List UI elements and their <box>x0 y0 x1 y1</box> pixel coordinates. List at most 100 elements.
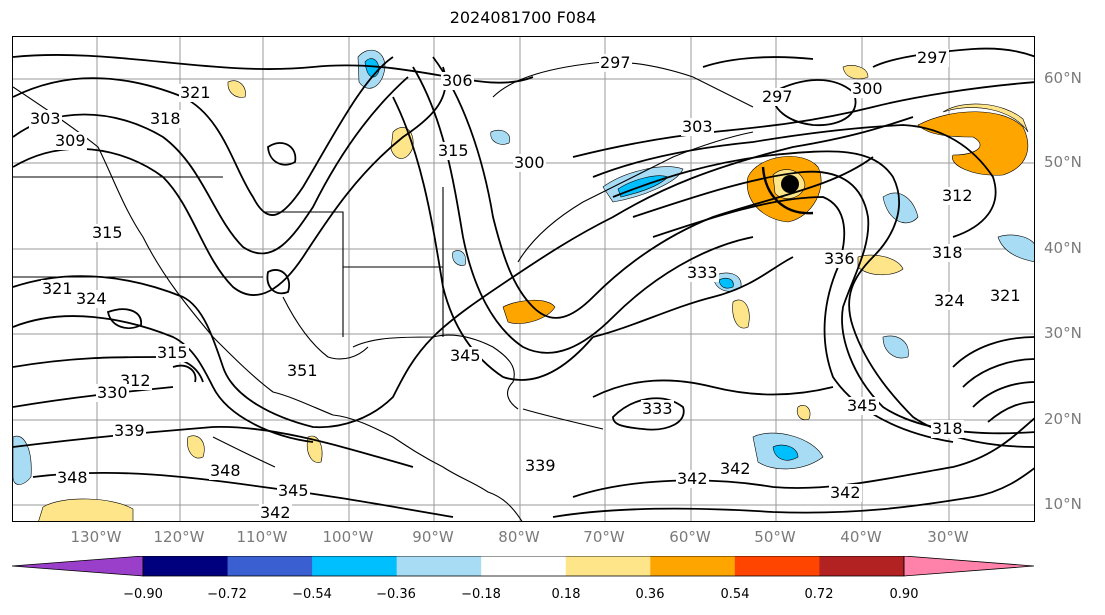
contour-label: 342 <box>719 459 752 478</box>
height-contours <box>13 47 1034 518</box>
contour-label: 297 <box>599 53 632 72</box>
positive-patch <box>942 103 1029 133</box>
contour-label: 348 <box>209 461 242 480</box>
negative-patch <box>772 444 799 461</box>
lon-label: 30°W <box>927 528 969 546</box>
colorbar-tick: 0.36 <box>635 587 665 602</box>
negative-patch <box>718 277 734 289</box>
negative-patch <box>882 335 909 359</box>
contour-label: 303 <box>29 109 62 128</box>
colorbar-tick: 0.18 <box>551 587 581 602</box>
contour-label: 309 <box>54 131 87 150</box>
colorbar-tick: −0.36 <box>376 587 416 602</box>
negative-patch <box>490 129 511 145</box>
map-canvas <box>13 37 1034 521</box>
lon-label: 70°W <box>583 528 625 546</box>
contour-label: 345 <box>846 396 879 415</box>
contour-label: 333 <box>641 399 674 418</box>
contour-label: 315 <box>156 343 189 362</box>
contour-label: 342 <box>829 483 862 502</box>
contour-label: 318 <box>931 419 964 438</box>
contour-label: 339 <box>524 456 557 475</box>
contour-label: 318 <box>149 109 182 128</box>
contour-label: 300 <box>513 153 546 172</box>
positive-patch <box>187 435 205 459</box>
colorbar-outline <box>142 556 905 577</box>
lat-label: 40°N <box>1044 239 1082 257</box>
negative-patch <box>997 234 1034 262</box>
contour-label: 339 <box>113 421 146 440</box>
contour-label: 342 <box>259 503 292 522</box>
colorbar-tick: −0.90 <box>123 587 163 602</box>
colorbar-extend-high <box>903 556 1035 577</box>
colorbar-segment <box>396 556 482 576</box>
colorbar-tick: 0.90 <box>889 587 919 602</box>
storm-center-marker <box>761 166 814 215</box>
lon-label: 90°W <box>412 528 454 546</box>
contour-label: 324 <box>933 291 966 310</box>
lon-label: 50°W <box>754 528 796 546</box>
positive-patch <box>917 111 1029 176</box>
lon-label: 120°W <box>153 528 205 546</box>
positive-patch <box>842 65 869 80</box>
lon-label: 130°W <box>70 528 122 546</box>
negative-patch <box>13 435 32 485</box>
contour-label: 312 <box>941 186 974 205</box>
colorbar-segment <box>227 556 313 576</box>
contour-label: 345 <box>277 481 310 500</box>
lat-label: 30°N <box>1044 324 1082 342</box>
colorbar-tick: 0.72 <box>804 587 834 602</box>
contour-label: 315 <box>91 223 124 242</box>
plot-title: 2024081700 F084 <box>449 8 597 27</box>
contour-label: 324 <box>75 289 108 308</box>
contour-label: 351 <box>286 361 319 380</box>
contour-label: 345 <box>449 346 482 365</box>
contour-label: 315 <box>437 141 470 160</box>
colorbar-tick: −0.72 <box>207 587 247 602</box>
colorbar-segment <box>481 556 567 576</box>
colorbar-extend-low <box>11 556 144 577</box>
contour-label: 330 <box>96 383 129 402</box>
lon-label: 100°W <box>322 528 374 546</box>
positive-patch <box>38 498 134 521</box>
contour-label: 321 <box>989 286 1022 305</box>
contour-label: 318 <box>931 243 964 262</box>
positive-patch <box>502 299 556 324</box>
positive-patch <box>796 405 811 420</box>
lat-label: 60°N <box>1044 69 1082 87</box>
colorbar-segment <box>312 556 398 576</box>
lon-label: 60°W <box>669 528 711 546</box>
colorbar-segment <box>143 556 229 576</box>
contour-label: 300 <box>851 79 884 98</box>
lon-label: 80°W <box>498 528 540 546</box>
colorbar-tick: −0.18 <box>461 587 501 602</box>
lat-label: 10°N <box>1044 495 1082 513</box>
contour-label: 321 <box>41 279 74 298</box>
positive-patch <box>227 80 246 98</box>
lon-label: 110°W <box>236 528 288 546</box>
contour-label: 306 <box>441 71 474 90</box>
negative-patch <box>882 192 919 224</box>
positive-patch <box>732 299 750 329</box>
contour-label: 321 <box>179 83 212 102</box>
contour-label: 348 <box>56 468 89 487</box>
contour-label: 342 <box>676 469 709 488</box>
contour-label: 297 <box>761 87 794 106</box>
lon-label: 40°W <box>840 528 882 546</box>
contour-label: 303 <box>681 117 714 136</box>
contour-label: 333 <box>686 263 719 282</box>
colorbar <box>11 556 1035 577</box>
colorbar-segment <box>734 556 820 576</box>
colorbar-tick: 0.54 <box>720 587 750 602</box>
lat-label: 50°N <box>1044 153 1082 171</box>
map-panel: 297 297 297 300 300 303 303 306 309 312 312 315 315 3… <box>12 36 1035 522</box>
colorbar-tick: −0.54 <box>292 587 332 602</box>
lat-label: 20°N <box>1044 410 1082 428</box>
contour-label: 297 <box>916 48 949 67</box>
negative-patch <box>452 250 466 266</box>
colorbar-segment <box>819 556 905 576</box>
coastlines <box>13 61 754 521</box>
colorbar-segment <box>650 556 736 576</box>
colorbar-segment <box>565 556 651 576</box>
contour-label: 336 <box>823 249 856 268</box>
